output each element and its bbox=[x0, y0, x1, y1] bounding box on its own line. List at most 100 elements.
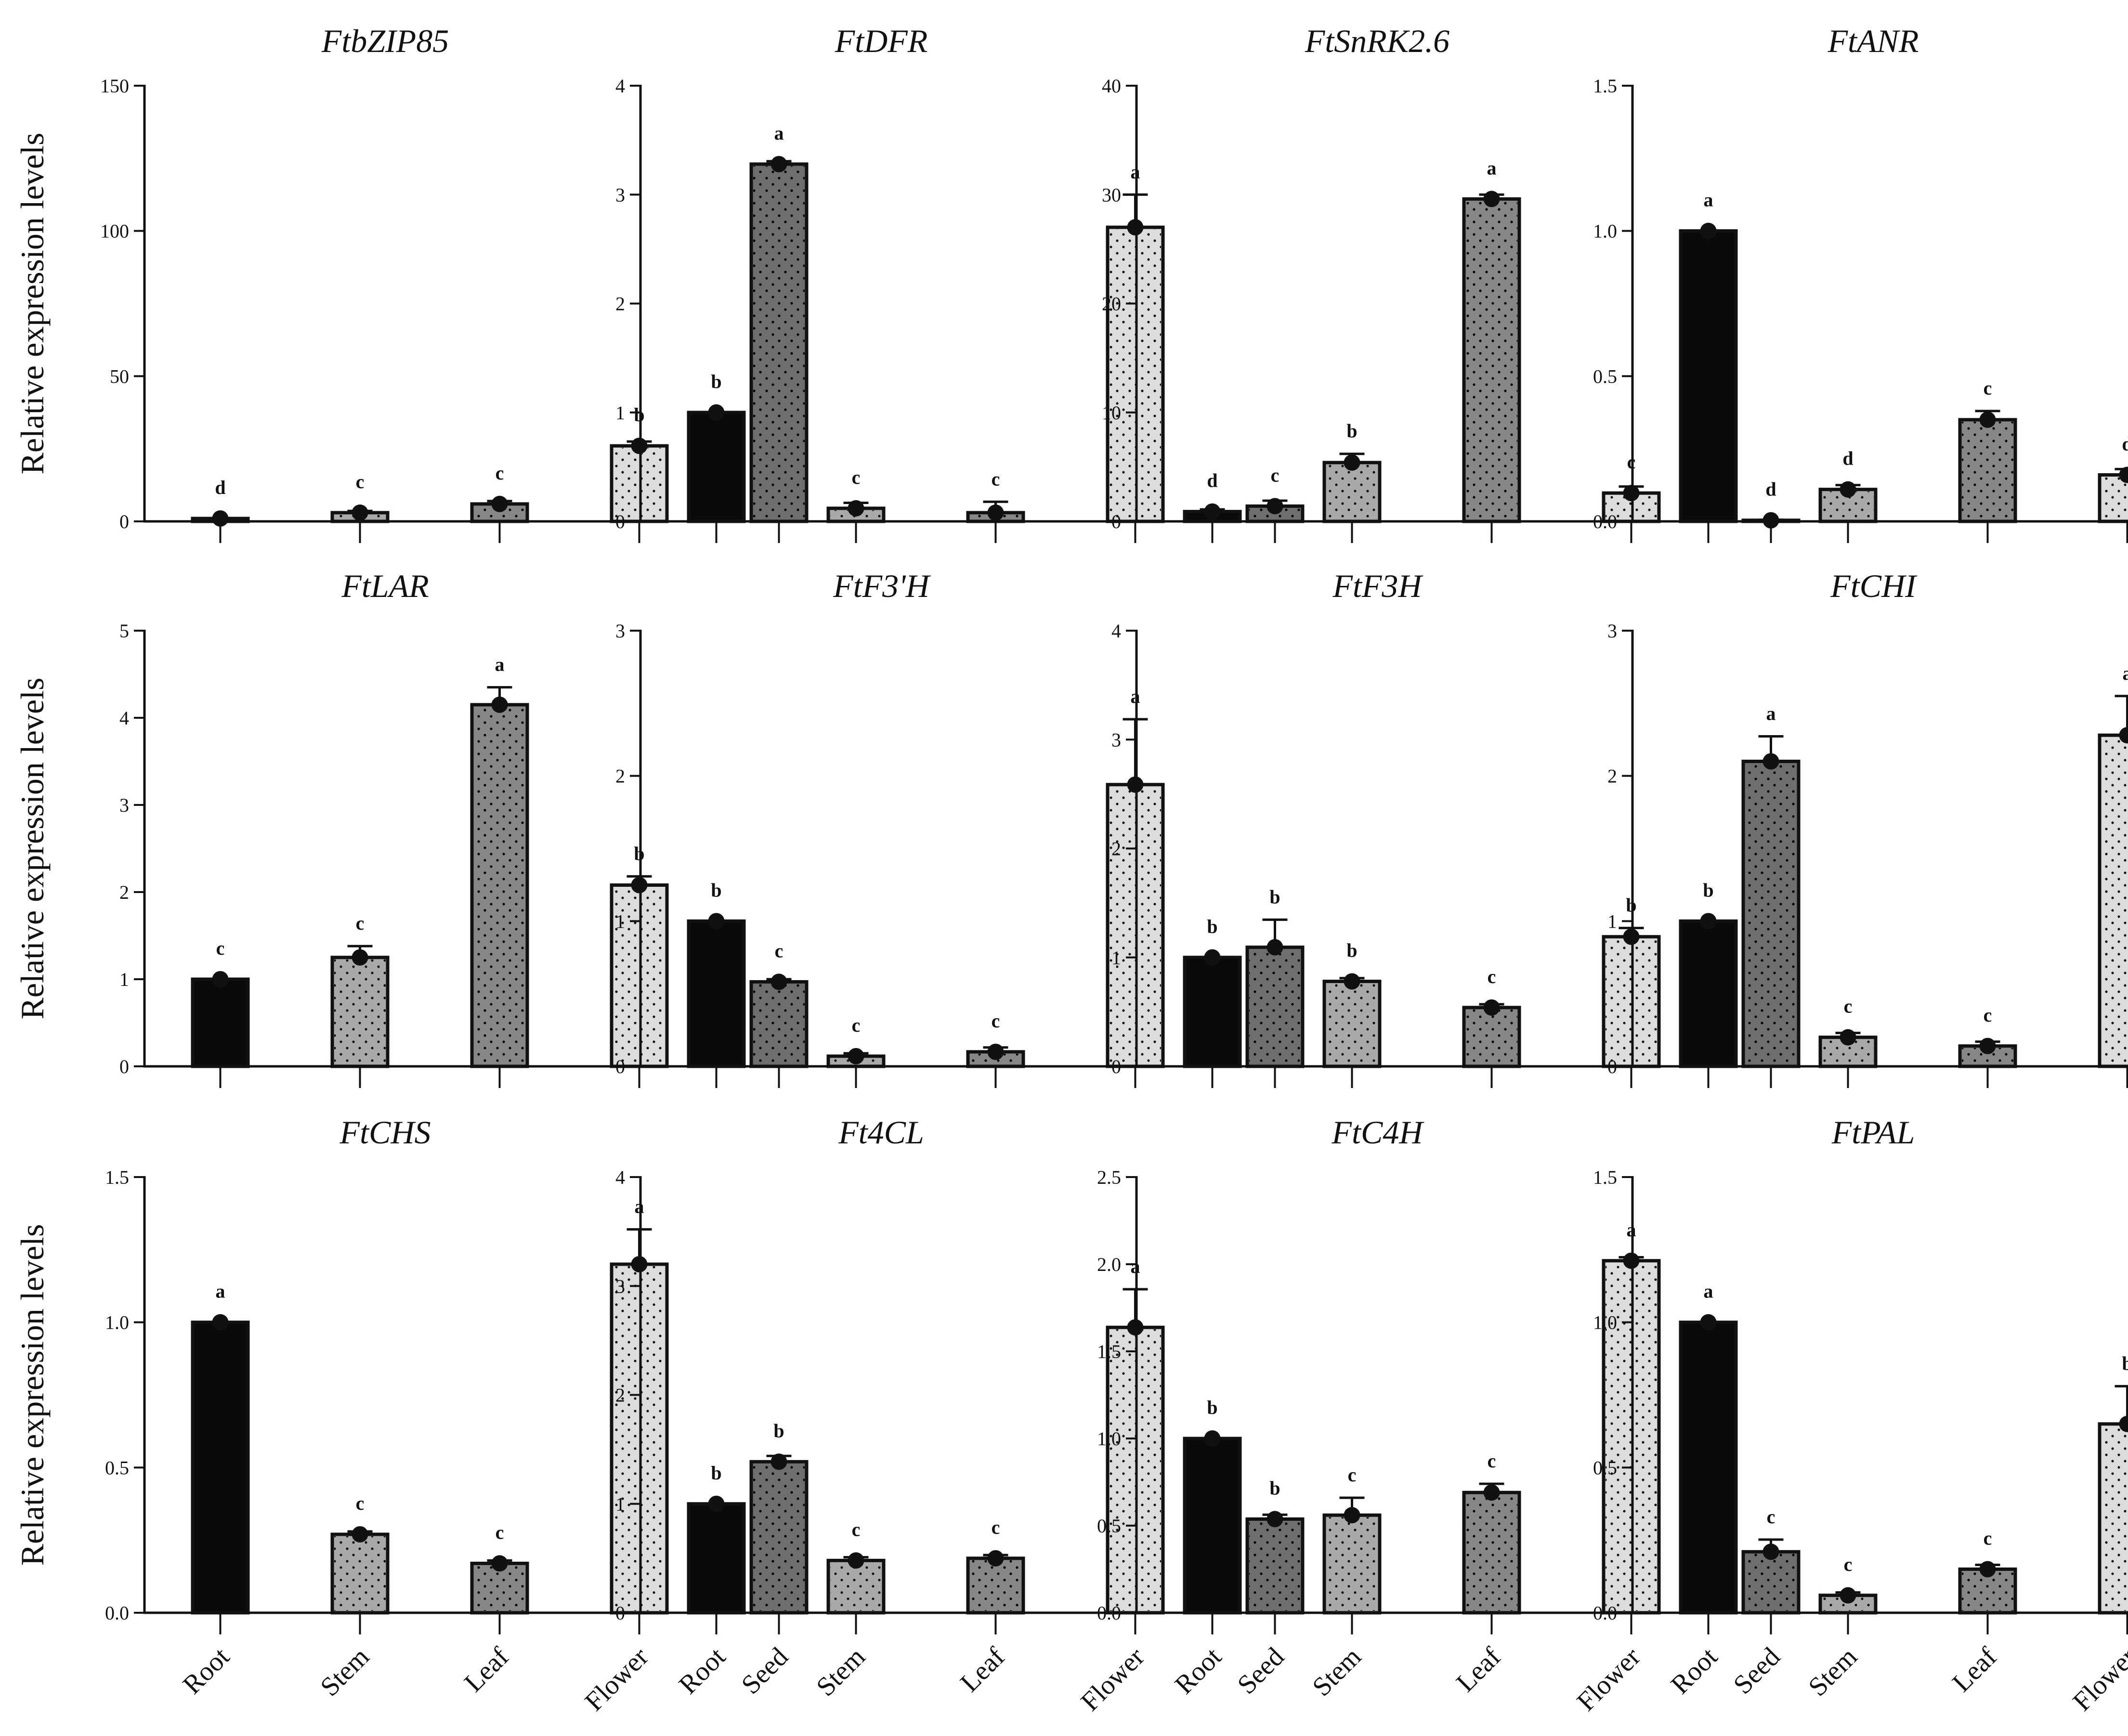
y-tick-label: 0 bbox=[1111, 1056, 1121, 1077]
mean-point-leaf bbox=[987, 1043, 1004, 1060]
mean-point-root bbox=[708, 1495, 725, 1512]
panel-title: FtANR bbox=[1828, 23, 1919, 59]
panel-title: FtDFR bbox=[835, 23, 928, 59]
y-axis-label: Relative expression levels bbox=[14, 1224, 51, 1566]
y-tick-label: 1 bbox=[615, 1493, 625, 1515]
y-tick-label: 2 bbox=[1111, 838, 1121, 860]
mean-point-leaf bbox=[491, 495, 508, 512]
mean-point-stem bbox=[848, 500, 864, 517]
bar-root bbox=[687, 1502, 746, 1615]
panel-title: FtF3H bbox=[1332, 568, 1423, 604]
mean-point-stem bbox=[352, 949, 368, 966]
significance-letter: c bbox=[775, 940, 783, 961]
y-tick-label: 2 bbox=[615, 1385, 625, 1406]
panel-ftf3h: FtF3H 0 1 2 3 4 b b c b a bbox=[1111, 568, 1801, 1088]
significance-letter: d bbox=[1207, 470, 1217, 492]
mean-point-leaf bbox=[491, 696, 508, 713]
bar-root bbox=[191, 1321, 250, 1615]
y-tick-label: 1.5 bbox=[105, 1166, 129, 1188]
mean-point-root bbox=[1204, 1430, 1221, 1447]
y-tick-label: 2 bbox=[119, 881, 129, 903]
panel-title: FtC4H bbox=[1332, 1114, 1425, 1151]
mean-point-flower bbox=[2119, 466, 2128, 483]
significance-letter: b bbox=[1703, 879, 1713, 901]
y-tick-label: 1 bbox=[1111, 947, 1121, 969]
significance-letter: d bbox=[215, 477, 225, 498]
mean-point-stem bbox=[352, 504, 368, 521]
y-tick-label: 2.0 bbox=[1097, 1254, 1121, 1275]
panel-title: FtF3'H bbox=[833, 568, 931, 604]
category-label-leaf: Leaf bbox=[1946, 1642, 2003, 1698]
mean-point-leaf bbox=[1979, 411, 1996, 428]
bar-root bbox=[687, 411, 746, 523]
category-label-flower: Flower bbox=[2067, 1642, 2128, 1717]
y-tick-label: 0.0 bbox=[105, 1602, 129, 1624]
bar-root bbox=[1679, 229, 1738, 523]
mean-point-leaf bbox=[1979, 1561, 1996, 1578]
y-tick-label: 2 bbox=[1607, 765, 1617, 787]
mean-point-stem bbox=[1344, 973, 1360, 990]
bar-pattern-stem bbox=[1326, 1517, 1378, 1611]
y-tick-label: 3 bbox=[1607, 620, 1617, 642]
y-tick-label: 1.0 bbox=[105, 1312, 129, 1334]
bar-root bbox=[1183, 956, 1242, 1068]
panel-title: FtCHI bbox=[1830, 568, 1918, 604]
y-tick-label: 0.5 bbox=[1593, 365, 1617, 387]
mean-point-root bbox=[1700, 913, 1717, 930]
bar-pattern-flower bbox=[2102, 477, 2128, 519]
y-tick-label: 1.0 bbox=[1097, 1428, 1121, 1450]
y-tick-label: 2.5 bbox=[1097, 1166, 1121, 1188]
category-label-flower: Flower bbox=[1571, 1642, 1646, 1717]
y-tick-label: 2 bbox=[615, 765, 625, 787]
significance-letter: a bbox=[774, 122, 784, 144]
panel-ftsnrk2-6: FtSnRK2.6 0 10 20 30 40 d b a c d bbox=[1102, 23, 1801, 543]
category-label-root: Root bbox=[177, 1642, 235, 1700]
mean-point-leaf bbox=[1483, 191, 1500, 207]
significance-letter: b bbox=[1269, 1477, 1280, 1499]
panel-ftpal: FtPAL 0.0 0.5 1.0 1.5 a Root c Stem c Leaf b Flower c… bbox=[1593, 1114, 2128, 1717]
panel-title: FtbZIP85 bbox=[321, 23, 449, 59]
category-label-root: Root bbox=[1169, 1642, 1227, 1700]
significance-letter: c bbox=[1488, 966, 1496, 987]
mean-point-stem bbox=[1840, 1029, 1856, 1046]
mean-point-root bbox=[1204, 949, 1221, 966]
mean-point-leaf bbox=[1483, 1484, 1500, 1501]
mean-point-leaf bbox=[1483, 999, 1500, 1016]
y-tick-label: 0 bbox=[119, 511, 129, 532]
mean-point-stem bbox=[1344, 454, 1360, 471]
mean-point-root bbox=[212, 971, 229, 987]
y-tick-label: 50 bbox=[110, 365, 129, 387]
category-label-seed: Seed bbox=[1728, 1642, 1786, 1700]
bar-pattern-stem bbox=[1326, 983, 1378, 1064]
panel-ft4cl: Ft4CL01234bRootcStemcLeafaFlowerbSeed bbox=[615, 1114, 1305, 1717]
y-tick-label: 30 bbox=[1102, 184, 1121, 206]
category-label-stem: Stem bbox=[1306, 1642, 1367, 1702]
y-tick-label: 4 bbox=[1111, 620, 1121, 642]
significance-letter: c bbox=[1984, 1004, 1992, 1026]
y-tick-label: 20 bbox=[1102, 293, 1121, 315]
mean-point-seed bbox=[770, 155, 787, 172]
significance-letter: a bbox=[1766, 702, 1776, 724]
mean-point-stem bbox=[1840, 481, 1856, 498]
significance-letter: c bbox=[1984, 377, 1992, 399]
mean-point-root bbox=[708, 913, 725, 930]
bar-pattern-seed bbox=[1249, 949, 1301, 1064]
bar-root bbox=[687, 919, 746, 1068]
mean-point-stem bbox=[352, 1526, 368, 1543]
mean-point-root bbox=[212, 1314, 229, 1331]
significance-letter: c bbox=[356, 912, 365, 934]
y-axis-label: Relative expression levels bbox=[14, 132, 51, 474]
mean-point-flower bbox=[2119, 1415, 2128, 1432]
panel-ftdfr: FtDFR 0 1 2 3 4 b c c a c bbox=[615, 23, 1305, 543]
significance-letter: b bbox=[711, 879, 721, 901]
bar-pattern-leaf bbox=[1466, 1009, 1517, 1064]
significance-letter: c bbox=[1348, 1464, 1357, 1486]
y-tick-label: 1.0 bbox=[1593, 1312, 1617, 1334]
significance-letter: c bbox=[852, 466, 861, 488]
significance-letter: a bbox=[1487, 157, 1497, 179]
bar-pattern-seed bbox=[753, 166, 805, 519]
significance-letter: b bbox=[1269, 886, 1280, 907]
panel-ftchs: FtCHS Relative expression levels 0.0 0.5 1.0… bbox=[14, 1114, 809, 1717]
significance-letter: b bbox=[711, 371, 721, 392]
bar-pattern-stem bbox=[1326, 464, 1378, 519]
